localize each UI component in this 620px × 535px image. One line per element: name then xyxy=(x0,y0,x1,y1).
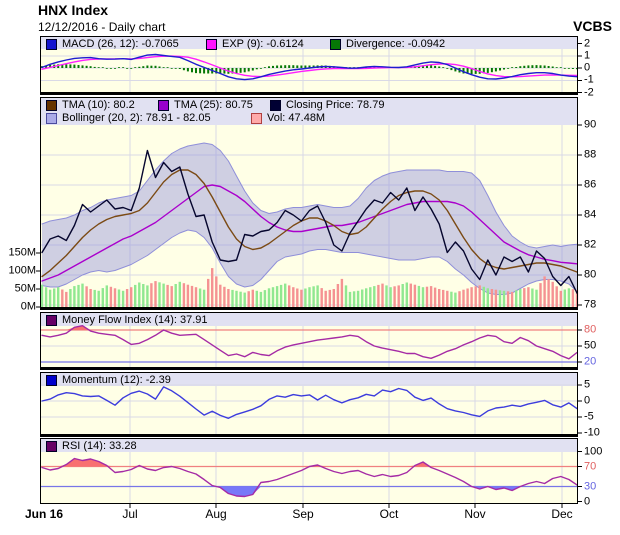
axis-tick-label-macd--2: -2 xyxy=(584,86,594,98)
axis-tick-label-mfi-20: 20 xyxy=(584,355,597,368)
axis-tick-label-rsi-30: 30 xyxy=(584,480,597,492)
axis-tick-label-momentum-0: 0 xyxy=(584,394,591,407)
legend-label: Closing Price: 78.79 xyxy=(286,98,385,111)
legend-swatch-icon xyxy=(46,374,57,386)
legend-swatch-icon xyxy=(46,38,57,50)
x-axis-label-jun-16: Jun 16 xyxy=(25,507,64,521)
axis-tick-label-volume-0M: 0M xyxy=(20,300,36,313)
x-axis-label-nov: Nov xyxy=(464,507,486,521)
legend-label: MACD (26, 12): -0.7065 xyxy=(62,37,179,50)
legend-label: TMA (10): 80.2 xyxy=(62,98,135,111)
legend-item-macd: EXP (9): -0.6124 xyxy=(206,38,304,50)
x-axis-label-oct: Oct xyxy=(379,507,399,521)
axis-tick-label-volume-50M: 50M xyxy=(14,282,36,295)
legend-label: Money Flow Index (14): 37.91 xyxy=(62,313,208,326)
x-axis-label-jul: Jul xyxy=(122,507,138,521)
panel-momentum xyxy=(40,372,582,437)
axis-tick-label-price-90: 90 xyxy=(584,118,597,131)
legend-swatch-icon xyxy=(270,99,281,111)
legend-item-mfi: Money Flow Index (14): 37.91 xyxy=(46,314,208,326)
legend-item-price: TMA (25): 80.75 xyxy=(158,99,253,111)
axis-tick-label-mfi-80: 80 xyxy=(584,323,597,336)
axis-tick-label-price-80: 80 xyxy=(584,268,597,281)
axis-tick-label-momentum-5: 5 xyxy=(584,378,591,391)
axis-tick-label-price-84: 84 xyxy=(584,208,597,221)
legend-item-momentum: Momentum (12): -2.39 xyxy=(46,374,171,386)
legend-item-rsi: RSI (14): 33.28 xyxy=(46,440,137,452)
legend-label: EXP (9): -0.6124 xyxy=(222,37,304,50)
axis-tick-label-mfi-50: 50 xyxy=(584,339,597,352)
legend-item-price: Vol: 47.48M xyxy=(251,113,325,125)
legend-item-price: Bollinger (20, 2): 78.91 - 82.05 xyxy=(46,113,211,125)
x-axis-label-aug: Aug xyxy=(205,507,227,521)
panel-macd xyxy=(40,36,582,95)
panel-rsi xyxy=(40,438,582,504)
axis-tick-label-price-78: 78 xyxy=(584,298,597,311)
brand-logo-text: VCBS xyxy=(573,18,612,34)
axis-tick-label-volume-100M: 100M xyxy=(8,264,36,277)
legend-swatch-icon xyxy=(330,38,341,50)
axis-tick-label-price-88: 88 xyxy=(584,148,597,161)
legend-label: Divergence: -0.0942 xyxy=(346,37,446,50)
x-axis-label-sep: Sep xyxy=(292,507,314,521)
legend-item-price: Closing Price: 78.79 xyxy=(270,99,384,111)
axis-tick-label-macd--1: -1 xyxy=(584,73,594,86)
legend-label: Vol: 47.48M xyxy=(267,112,326,124)
legend-label: RSI (14): 33.28 xyxy=(62,439,137,452)
legend-label: Bollinger (20, 2): 78.91 - 82.05 xyxy=(62,112,211,124)
legend-swatch-icon xyxy=(46,99,57,111)
rsi-above-fill xyxy=(42,458,577,467)
axis-tick-label-rsi-100: 100 xyxy=(584,445,603,457)
legend-item-macd: MACD (26, 12): -0.7065 xyxy=(46,38,179,50)
legend-swatch-icon xyxy=(158,99,169,111)
x-axis-label-dec: Dec xyxy=(551,507,573,521)
legend-swatch-icon xyxy=(46,113,57,124)
chart-date-subtitle: 12/12/2016 - Daily chart xyxy=(38,20,166,34)
panel-mfi xyxy=(40,312,582,370)
axis-tick-label-macd-2: 2 xyxy=(584,37,591,49)
axis-tick-label-momentum--5: -5 xyxy=(584,410,594,423)
legend-item-price: TMA (10): 80.2 xyxy=(46,99,135,111)
axis-tick-label-volume-150M: 150M xyxy=(8,246,36,259)
legend-swatch-icon xyxy=(46,440,57,452)
legend-swatch-icon xyxy=(251,113,262,124)
axis-tick-label-rsi-0: 0 xyxy=(584,495,591,507)
axis-tick-label-macd-1: 1 xyxy=(584,49,591,62)
panel-price xyxy=(36,97,582,310)
legend-label: TMA (25): 80.75 xyxy=(174,98,253,111)
legend-item-macd: Divergence: -0.0942 xyxy=(330,38,445,50)
axis-tick-label-rsi-70: 70 xyxy=(584,460,597,472)
legend-swatch-icon xyxy=(206,38,217,50)
axis-tick-label-macd-0: 0 xyxy=(584,61,591,74)
axis-tick-label-price-82: 82 xyxy=(584,238,597,251)
page-title: HNX Index xyxy=(38,2,109,18)
axis-tick-label-momentum--10: -10 xyxy=(584,426,600,439)
legend-swatch-icon xyxy=(46,314,57,326)
legend-label: Momentum (12): -2.39 xyxy=(62,373,171,386)
axis-tick-label-price-86: 86 xyxy=(584,178,597,191)
bollinger-band-fill xyxy=(42,143,577,295)
